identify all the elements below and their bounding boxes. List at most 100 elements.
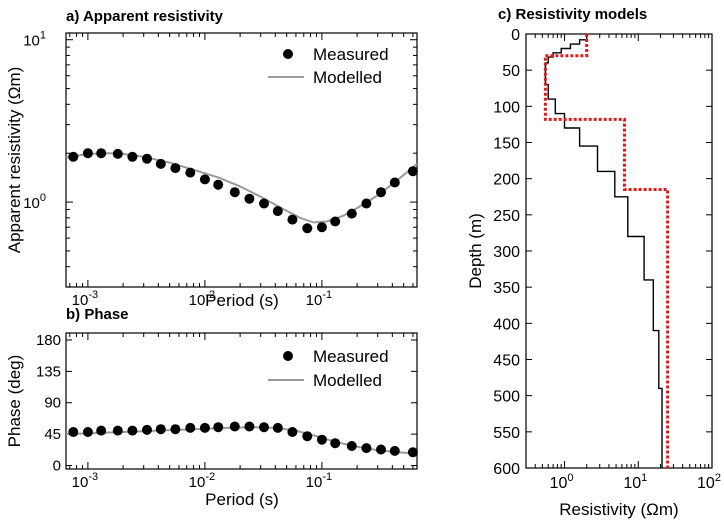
y-tick-label: 45 [44, 426, 61, 443]
measured-point [302, 223, 313, 234]
y-tick-label: 600 [493, 461, 520, 478]
measured-point [96, 148, 107, 159]
panel-c-title: c) Resistivity models [498, 6, 647, 23]
y-tick-label: 101 [23, 30, 46, 50]
measured-point [259, 198, 269, 209]
measured-point [68, 427, 79, 437]
legend-measured-marker [283, 49, 293, 59]
y-tick-label: 135 [36, 363, 61, 380]
measured-point [142, 153, 152, 164]
measured-point [170, 424, 181, 435]
y-tick-label: 350 [493, 280, 520, 297]
legend-modelled-label: Modelled [313, 68, 382, 87]
panel-b-measured-series [68, 421, 418, 458]
x-tick-label: 10-1 [306, 471, 332, 491]
measured-point [213, 422, 224, 433]
x-tick-label: 101 [623, 472, 647, 492]
y-tick-label: 0 [511, 27, 520, 44]
panel-c-y-axis-label: Depth (m) [466, 213, 485, 289]
measured-point [112, 148, 123, 159]
x-tick-label: 10-3 [72, 471, 98, 491]
y-tick-label: 550 [493, 425, 520, 442]
measured-point [185, 167, 196, 178]
panel-a-y-axis-label: Apparent resistivity (Ωm) [5, 67, 24, 254]
measured-point [170, 163, 181, 174]
x-tick-label: 102 [697, 472, 721, 492]
measured-point [112, 425, 123, 436]
measured-point [361, 198, 372, 209]
panel-a-axes: 10-3 10-2 10-1 100 101 [23, 30, 417, 309]
measured-point [376, 444, 386, 455]
y-tick-label: 300 [493, 244, 520, 261]
y-tick-label: 90 [44, 395, 61, 412]
measured-point [68, 151, 79, 162]
measured-point [330, 216, 341, 227]
legend-measured-marker [283, 351, 293, 361]
modelled-line [65, 152, 418, 224]
smooth-model-line [544, 34, 663, 468]
panel-a-title: a) Apparent resistivity [66, 8, 224, 25]
measured-point [127, 425, 138, 436]
measured-point [244, 193, 255, 204]
panel-a-frame [65, 32, 418, 288]
measured-point [407, 447, 418, 458]
x-tick-label: 10-2 [189, 471, 215, 491]
measured-point [376, 187, 386, 198]
measured-point [316, 434, 327, 445]
x-tick-label: 10-3 [72, 289, 98, 309]
measured-point [142, 424, 152, 435]
measured-point [229, 421, 240, 432]
measured-point [127, 151, 138, 162]
y-tick-label: 250 [493, 208, 520, 225]
measured-point [287, 427, 298, 437]
measured-point [185, 422, 196, 433]
measured-point [302, 431, 313, 442]
panel-b-axes: 10-3 10-2 10-1 0 45 90 135 180 [36, 332, 417, 491]
measured-point [346, 441, 357, 451]
panel-b-legend: Measured Modelled [268, 347, 389, 390]
panel-b-title: b) Phase [66, 306, 129, 323]
measured-point [346, 208, 357, 219]
y-tick-label: 500 [493, 389, 520, 406]
measured-point [259, 422, 269, 433]
panel-a-legend: Measured Modelled [268, 45, 389, 87]
measured-point [199, 174, 210, 185]
measured-point [155, 424, 166, 435]
y-tick-label: 100 [493, 99, 520, 116]
measured-point [316, 222, 327, 233]
x-tick-label: 10-2 [189, 289, 215, 309]
panel-a-x-axis-label: Period (s) [205, 291, 279, 310]
measured-point [407, 166, 418, 177]
measured-point [287, 214, 298, 225]
y-tick-label: 180 [36, 332, 61, 349]
measured-point [272, 422, 283, 433]
measured-point [272, 206, 283, 217]
y-tick-label: 50 [502, 63, 520, 80]
measured-point [96, 425, 107, 436]
panel-resistivity-models: c) Resistivity models 100 101 102 0 50 100 150… [466, 6, 721, 519]
y-tick-label: 400 [493, 316, 520, 333]
panel-phase: b) Phase 10-3 10-2 10-1 0 45 90 135 180 Measure… [5, 306, 418, 509]
measured-point [155, 158, 166, 169]
y-tick-label: 200 [493, 172, 520, 189]
measured-point [213, 179, 224, 190]
panel-b-y-axis-label: Phase (deg) [5, 355, 24, 448]
panel-b-frame [65, 332, 418, 470]
measured-point [361, 443, 372, 454]
measured-point [389, 445, 400, 456]
legend-measured-label: Measured [313, 347, 389, 366]
x-tick-label: 10-1 [306, 289, 332, 309]
panel-c-axes: 100 101 102 0 50 100 150 200 250 300 350 400 450 500 5… [493, 27, 721, 492]
y-tick-label: 0 [53, 458, 61, 475]
y-tick-label: 450 [493, 353, 520, 370]
blocky-model-line [543, 34, 670, 468]
measured-point [389, 177, 400, 188]
panel-b-x-axis-label: Period (s) [205, 490, 279, 509]
legend-modelled-label: Modelled [313, 371, 382, 390]
y-tick-label: 150 [493, 136, 520, 153]
panel-c-model-series [543, 34, 670, 468]
measured-point [229, 187, 240, 198]
legend-measured-label: Measured [313, 45, 389, 64]
measured-point [199, 422, 210, 433]
